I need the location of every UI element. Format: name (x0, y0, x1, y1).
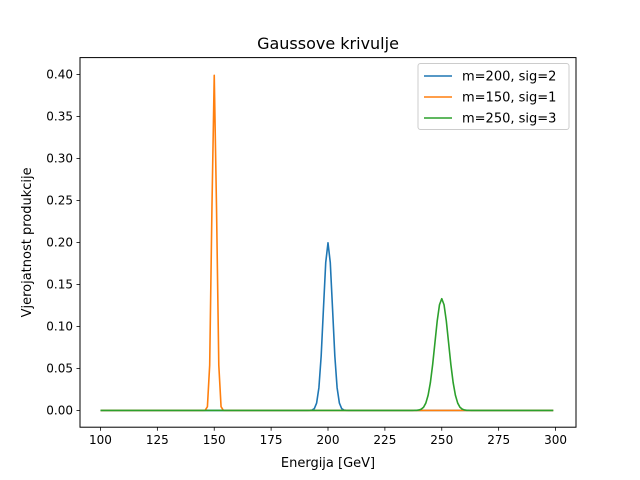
y-tick-label: 0.10 (46, 320, 73, 334)
series-line (100, 297, 554, 412)
x-tick-label: 225 (373, 433, 396, 447)
x-tick-label: 250 (430, 433, 453, 447)
x-tick-label: 300 (544, 433, 567, 447)
legend-label: m=250, sig=3 (462, 112, 556, 127)
y-tick-label: 0.40 (46, 68, 73, 82)
legend-label: m=200, sig=2 (462, 70, 556, 85)
legend-box (417, 63, 570, 130)
x-tick-label: 125 (146, 433, 169, 447)
legend-label: m=150, sig=1 (462, 91, 556, 106)
y-tick-label: 0.00 (46, 404, 73, 418)
y-axis-label: Vjerojatnost produkcije (20, 167, 35, 317)
y-tick-label: 0.20 (46, 236, 73, 250)
y-tick-label: 0.30 (46, 152, 73, 166)
plot-lines (100, 74, 554, 412)
x-tick-label: 200 (317, 433, 340, 447)
y-tick-label: 0.05 (46, 362, 73, 376)
x-tick-label: 150 (203, 433, 226, 447)
series-line (100, 242, 554, 412)
y-tick-label: 0.25 (46, 194, 73, 208)
y-ticks: 0.00 0.05 0.10 0.15 0.20 0.25 0.30 0.35 0.40 (46, 68, 80, 418)
y-tick-label: 0.15 (46, 278, 73, 292)
y-tick-label: 0.35 (46, 110, 73, 124)
legend: m=200, sig=2 m=150, sig=1 m=250, sig=3 (417, 63, 570, 130)
x-tick-label: 100 (89, 433, 112, 447)
x-axis-label: Energija [GeV] (281, 456, 375, 471)
x-tick-label: 175 (260, 433, 283, 447)
x-ticks: 100 125 150 175 200 225 250 275 300 (89, 427, 567, 447)
x-tick-label: 275 (487, 433, 510, 447)
chart-title: Gaussove krivulje (257, 34, 399, 53)
